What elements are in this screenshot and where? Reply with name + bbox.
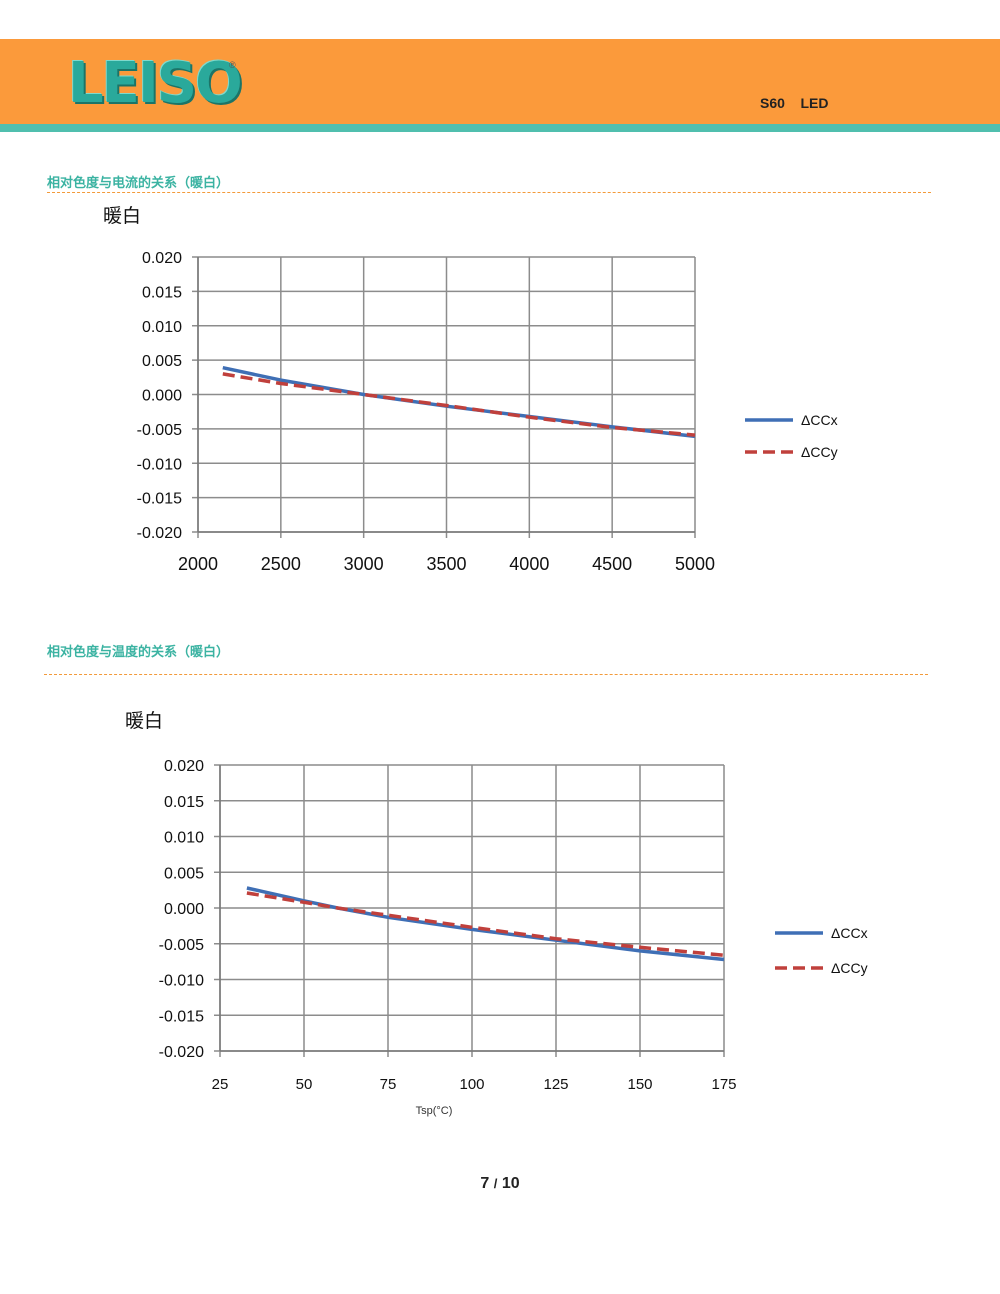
y-tick-label: 0.010 xyxy=(142,319,182,336)
y-tick-label: 0.020 xyxy=(164,758,204,775)
page-total: 10 xyxy=(501,1175,520,1192)
section-divider xyxy=(44,674,928,675)
section-divider xyxy=(47,192,931,193)
page-number: 7 / 10 xyxy=(0,1175,1000,1193)
series-line-dccy xyxy=(246,891,725,957)
y-tick-label: -0.020 xyxy=(159,1044,204,1061)
x-tick-label: 2500 xyxy=(261,554,301,574)
x-tick-label: 25 xyxy=(212,1076,229,1093)
y-tick-label: 0.000 xyxy=(142,388,182,405)
chart-title: 暖白 xyxy=(125,710,164,732)
y-tick-label: 0.005 xyxy=(164,865,204,882)
x-tick-label: 175 xyxy=(711,1076,736,1093)
legend-label: ΔCCy xyxy=(801,444,838,460)
y-tick-label: 0.015 xyxy=(142,284,182,301)
page-current: 7 xyxy=(480,1175,490,1192)
x-tick-label: 5000 xyxy=(675,554,715,574)
series-line-dccx xyxy=(222,365,696,439)
x-tick-label: 75 xyxy=(380,1076,397,1093)
page-separator: / xyxy=(493,1176,498,1191)
logo-text: LEISO xyxy=(68,51,243,116)
y-tick-label: -0.020 xyxy=(137,525,182,542)
legend-label: ΔCCx xyxy=(831,925,868,941)
model-label: S60 LED xyxy=(760,95,829,111)
y-tick-label: -0.015 xyxy=(159,1008,204,1025)
leiso-logo: LEISO xyxy=(68,51,243,116)
chart-title: 暖白 xyxy=(103,205,142,227)
x-tick-label: 4500 xyxy=(592,554,632,574)
y-tick-label: -0.015 xyxy=(137,491,182,508)
series-line-dccy xyxy=(222,372,696,437)
x-tick-label: 150 xyxy=(627,1076,652,1093)
x-tick-label: 50 xyxy=(296,1076,313,1093)
y-tick-label: 0.015 xyxy=(164,794,204,811)
y-tick-label: 0.000 xyxy=(164,901,204,918)
x-tick-label: 100 xyxy=(459,1076,484,1093)
x-tick-label: 3500 xyxy=(426,554,466,574)
y-tick-label: -0.010 xyxy=(137,456,182,473)
series-line-dccx xyxy=(246,886,725,962)
header-stripe xyxy=(0,124,1000,132)
y-tick-label: 0.020 xyxy=(142,250,182,267)
registered-mark: ® xyxy=(229,60,236,70)
section-title-temperature: 相对色度与温度的关系（暖白） xyxy=(47,645,230,660)
current-chart: 0.020 0.015 0.010 0.005 0.000 -0.005 -0.010 -0.… xyxy=(137,250,838,574)
y-tick-label: -0.005 xyxy=(137,422,182,439)
x-axis-label: Tsp(°C) xyxy=(416,1105,453,1117)
x-tick-label: 4000 xyxy=(509,554,549,574)
y-tick-label: 0.005 xyxy=(142,353,182,370)
section-title-current: 相对色度与电流的关系（暖白） xyxy=(47,176,230,191)
header-bar xyxy=(0,39,1000,124)
y-tick-label: 0.010 xyxy=(164,830,204,847)
x-tick-label: 3000 xyxy=(344,554,384,574)
x-tick-label: 2000 xyxy=(178,554,218,574)
x-tick-label: 125 xyxy=(543,1076,568,1093)
legend-label: ΔCCy xyxy=(831,960,868,976)
temperature-chart: 0.020 0.015 0.010 0.005 0.000 -0.005 -0.010 -0.… xyxy=(159,758,868,1117)
y-tick-label: -0.010 xyxy=(159,973,204,990)
y-tick-label: -0.005 xyxy=(159,937,204,954)
legend-label: ΔCCx xyxy=(801,412,838,428)
